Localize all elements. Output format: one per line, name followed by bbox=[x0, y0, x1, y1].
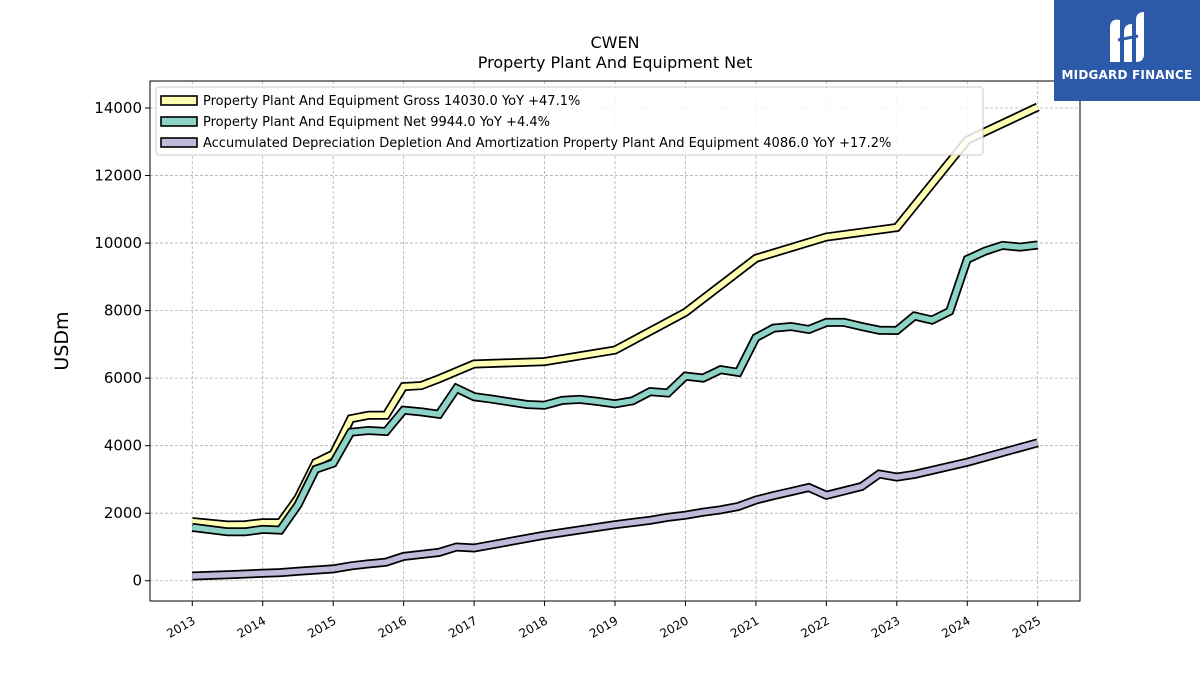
y-tick-label: 12000 bbox=[94, 167, 142, 185]
chart-title: CWEN bbox=[590, 33, 639, 52]
x-tick-label: 2019 bbox=[587, 613, 620, 640]
x-tick-label: 2021 bbox=[728, 613, 761, 640]
series-line-1 bbox=[191, 242, 1039, 535]
y-axis-ticks: 0 2000 4000 6000 8000 10000 12000 14000 bbox=[94, 99, 150, 590]
x-tick-label: 2024 bbox=[939, 613, 972, 640]
x-tick-label: 2018 bbox=[517, 613, 550, 640]
logo-text: MIDGARD FINANCE bbox=[1061, 68, 1193, 82]
x-tick-label: 2017 bbox=[446, 613, 479, 640]
x-tick-label: 2022 bbox=[798, 613, 831, 640]
legend-box bbox=[155, 86, 984, 156]
x-axis-ticks: 2013 2014 2015 2016 2017 2018 2019 2020 2021 2022… bbox=[164, 601, 1043, 641]
y-tick-label: 8000 bbox=[104, 302, 142, 320]
y-axis-label: USDm bbox=[51, 311, 73, 370]
x-tick-label: 2015 bbox=[305, 613, 338, 640]
x-tick-label: 2023 bbox=[869, 613, 902, 640]
series-line-0 bbox=[192, 104, 1039, 528]
y-tick-label: 14000 bbox=[94, 99, 142, 117]
y-tick-label: 10000 bbox=[94, 234, 142, 252]
x-tick-label: 2025 bbox=[1010, 613, 1043, 640]
x-tick-label: 2020 bbox=[658, 613, 691, 640]
y-tick-label: 0 bbox=[132, 572, 142, 590]
brand-logo: MIDGARD FINANCE bbox=[1054, 0, 1200, 101]
legend-label-1: Property Plant And Equipment Net 9944.0 … bbox=[203, 115, 550, 130]
y-tick-label: 4000 bbox=[104, 437, 142, 455]
x-tick-label: 2013 bbox=[164, 613, 197, 640]
x-tick-label: 2014 bbox=[235, 613, 268, 640]
y-tick-label: 6000 bbox=[104, 369, 142, 387]
x-tick-label: 2016 bbox=[376, 613, 409, 640]
legend-label-2: Accumulated Depreciation Depletion And A… bbox=[203, 136, 891, 151]
series-layer bbox=[191, 102, 1040, 581]
chart-subtitle: Property Plant And Equipment Net bbox=[478, 53, 753, 72]
legend-swatch-2 bbox=[160, 137, 198, 148]
legend-swatch-1 bbox=[160, 116, 198, 127]
logo-mark-icon bbox=[1110, 12, 1144, 62]
series-line-2 bbox=[192, 440, 1039, 579]
legend-label-0: Property Plant And Equipment Gross 14030… bbox=[203, 94, 580, 109]
legend: Property Plant And Equipment Gross 14030… bbox=[155, 86, 984, 156]
y-tick-label: 2000 bbox=[104, 504, 142, 522]
legend-swatch-0 bbox=[160, 95, 198, 106]
